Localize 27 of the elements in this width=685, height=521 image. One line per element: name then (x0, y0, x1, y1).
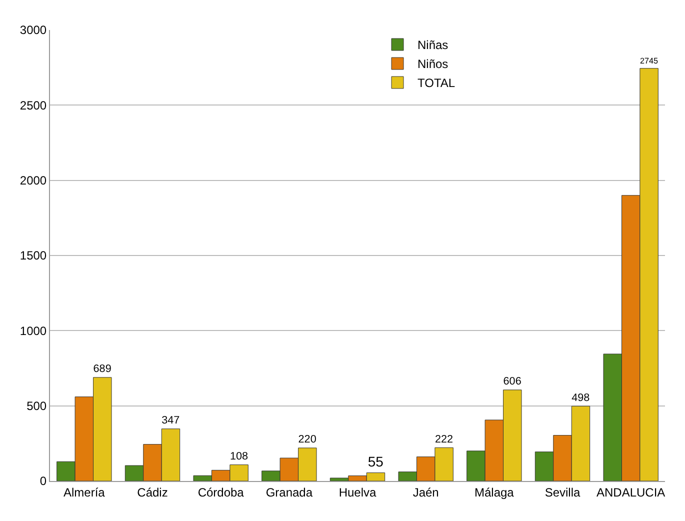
y-tick-label: 2000 (20, 174, 47, 188)
y-tick-label: 500 (26, 399, 47, 414)
x-tick-label: Cádiz (137, 485, 168, 500)
y-tick-label: 3000 (20, 23, 47, 38)
x-tick-label: Almería (64, 485, 106, 500)
x-tick-label: Granada (266, 485, 313, 500)
data-label: 55 (368, 454, 384, 470)
data-label: 689 (93, 363, 112, 376)
x-tick-label: ANDALUCIA (596, 485, 666, 500)
y-tick-label: 1500 (20, 248, 47, 263)
data-label: 222 (434, 433, 453, 446)
data-label: 606 (503, 376, 522, 388)
data-label: 347 (162, 414, 180, 427)
x-tick-label: Sevilla (544, 485, 580, 500)
data-label: 108 (230, 450, 248, 462)
x-tick-label: Córdoba (198, 485, 244, 500)
legend-label: TOTAL (418, 76, 456, 90)
y-tick-label: 2500 (20, 98, 47, 112)
data-label: 498 (572, 392, 590, 404)
x-tick-label: Jaén (412, 485, 439, 500)
legend-label: Niños (418, 57, 448, 72)
y-tick-label: 0 (40, 474, 47, 488)
x-tick-label: Huelva (338, 485, 376, 500)
data-label: 220 (298, 434, 316, 446)
legend-label: Niñas (418, 38, 448, 52)
y-tick-label: 1000 (20, 324, 47, 338)
x-tick-label: Málaga (474, 485, 514, 500)
